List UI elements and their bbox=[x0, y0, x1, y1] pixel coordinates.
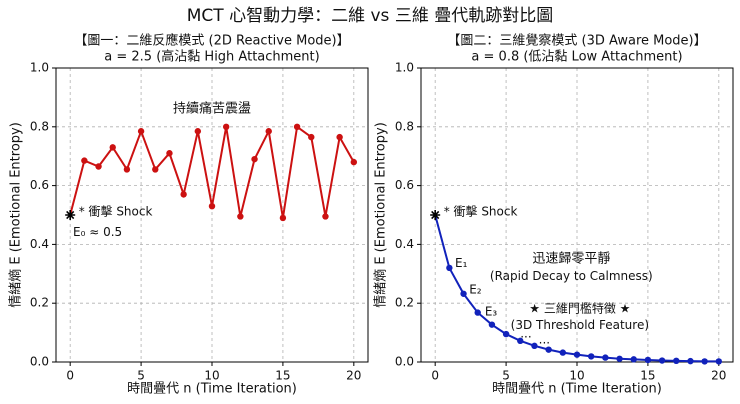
data-point bbox=[166, 150, 173, 157]
x-tick-label: 0 bbox=[431, 369, 439, 383]
data-point bbox=[95, 163, 102, 170]
x-axis-label: 時間疊代 n (Time Iteration) bbox=[492, 382, 662, 397]
y-tick-label: 0.4 bbox=[30, 237, 49, 251]
data-point bbox=[293, 123, 301, 130]
data-point bbox=[350, 158, 358, 166]
data-point bbox=[109, 144, 116, 151]
plot-frame bbox=[55, 67, 369, 363]
annotation: 持續痛苦震盪 bbox=[173, 101, 251, 117]
y-axis-label: 情緒熵 E (Emotional Entropy) bbox=[373, 122, 389, 308]
data-point bbox=[308, 133, 315, 141]
data-point bbox=[81, 157, 88, 164]
x-axis-label: 時間疊代 n (Time Iteration) bbox=[127, 382, 297, 397]
annotation: E₃ bbox=[485, 305, 498, 319]
data-point bbox=[502, 330, 510, 338]
data-point bbox=[123, 166, 131, 173]
annotation: E₀ ≈ 0.5 bbox=[73, 225, 122, 239]
annotation: ... bbox=[539, 332, 550, 346]
data-point bbox=[251, 155, 258, 163]
data-point bbox=[488, 321, 496, 328]
data-point bbox=[517, 337, 524, 345]
subplot-title: 【圖一：二維反應模式 (2D Reactive Mode)】 bbox=[74, 33, 349, 49]
y-tick-label: 0.8 bbox=[395, 119, 414, 133]
annotation: 迅速歸零平靜 bbox=[532, 252, 610, 267]
y-tick-label: 1.0 bbox=[395, 61, 414, 75]
data-point bbox=[559, 349, 567, 356]
data-point bbox=[616, 355, 623, 362]
x-tick-label: 10 bbox=[569, 369, 584, 383]
data-point bbox=[658, 357, 666, 364]
subplot-title: 【圖二：三維覺察模式 (3D Aware Mode)】 bbox=[447, 34, 706, 49]
y-tick-label: 0.6 bbox=[30, 178, 49, 192]
x-tick-label: 5 bbox=[137, 369, 145, 383]
data-point bbox=[265, 128, 272, 135]
data-point bbox=[587, 353, 595, 360]
y-tick-label: 0.0 bbox=[30, 355, 49, 369]
data-point bbox=[644, 356, 652, 364]
data-point bbox=[152, 166, 159, 173]
data-point bbox=[336, 133, 343, 141]
data-point bbox=[573, 351, 581, 358]
x-tick-label: 15 bbox=[275, 369, 290, 383]
start-marker bbox=[430, 210, 441, 220]
y-tick-label: 0.8 bbox=[30, 119, 49, 133]
data-point bbox=[208, 202, 216, 210]
annotation: * 衝擊 Shock bbox=[444, 204, 518, 219]
data-point bbox=[137, 128, 145, 135]
y-tick-label: 0.4 bbox=[395, 237, 414, 251]
subplot-subtitle: a = 0.8 (低沾黏 Low Attachment) bbox=[471, 49, 682, 65]
x-tick-label: 20 bbox=[346, 369, 361, 383]
annotation: (Rapid Decay to Calmness) bbox=[490, 269, 653, 283]
x-tick-label: 10 bbox=[204, 369, 219, 383]
data-point bbox=[194, 128, 202, 135]
data-point bbox=[545, 346, 552, 353]
annotation: E₂ bbox=[469, 282, 482, 296]
annotation: E₁ bbox=[455, 256, 468, 270]
data-point bbox=[673, 357, 680, 365]
y-axis-label: 情緒熵 E (Emotional Entropy) bbox=[8, 122, 24, 308]
y-tick-label: 0.6 bbox=[395, 178, 414, 192]
data-point bbox=[446, 264, 453, 272]
annotation: (3D Threshold Feature) bbox=[511, 318, 649, 332]
annotation: ... bbox=[520, 327, 531, 341]
annotation: ★ 三維門檻特徵 ★ bbox=[529, 301, 630, 316]
y-tick-label: 1.0 bbox=[30, 61, 49, 75]
data-point bbox=[531, 342, 538, 350]
data-point bbox=[701, 358, 708, 365]
data-point bbox=[602, 354, 609, 361]
data-point bbox=[180, 191, 187, 198]
start-marker bbox=[65, 210, 76, 220]
subplot-subtitle: a = 2.5 (高沾黏 High Attachment) bbox=[104, 49, 319, 65]
figure-title: MCT 心智動力學：二維 vs 三維 疊代軌跡對比圖 bbox=[187, 6, 553, 26]
y-tick-label: 0.0 bbox=[395, 355, 414, 369]
data-point bbox=[222, 123, 230, 130]
x-tick-label: 0 bbox=[66, 369, 74, 383]
x-tick-label: 5 bbox=[502, 369, 510, 383]
data-point bbox=[279, 214, 287, 222]
y-tick-label: 0.2 bbox=[395, 296, 414, 310]
y-tick-label: 0.2 bbox=[30, 296, 49, 310]
data-point bbox=[237, 213, 244, 220]
x-tick-label: 20 bbox=[711, 369, 726, 383]
x-tick-label: 15 bbox=[640, 369, 655, 383]
data-point bbox=[322, 213, 329, 220]
data-point bbox=[687, 357, 694, 365]
data-point bbox=[715, 358, 723, 365]
data-point bbox=[630, 356, 637, 363]
data-point bbox=[474, 309, 481, 316]
data-point bbox=[460, 290, 467, 297]
plot-frame bbox=[420, 67, 734, 363]
annotation: * 衝擊 Shock bbox=[79, 204, 153, 219]
